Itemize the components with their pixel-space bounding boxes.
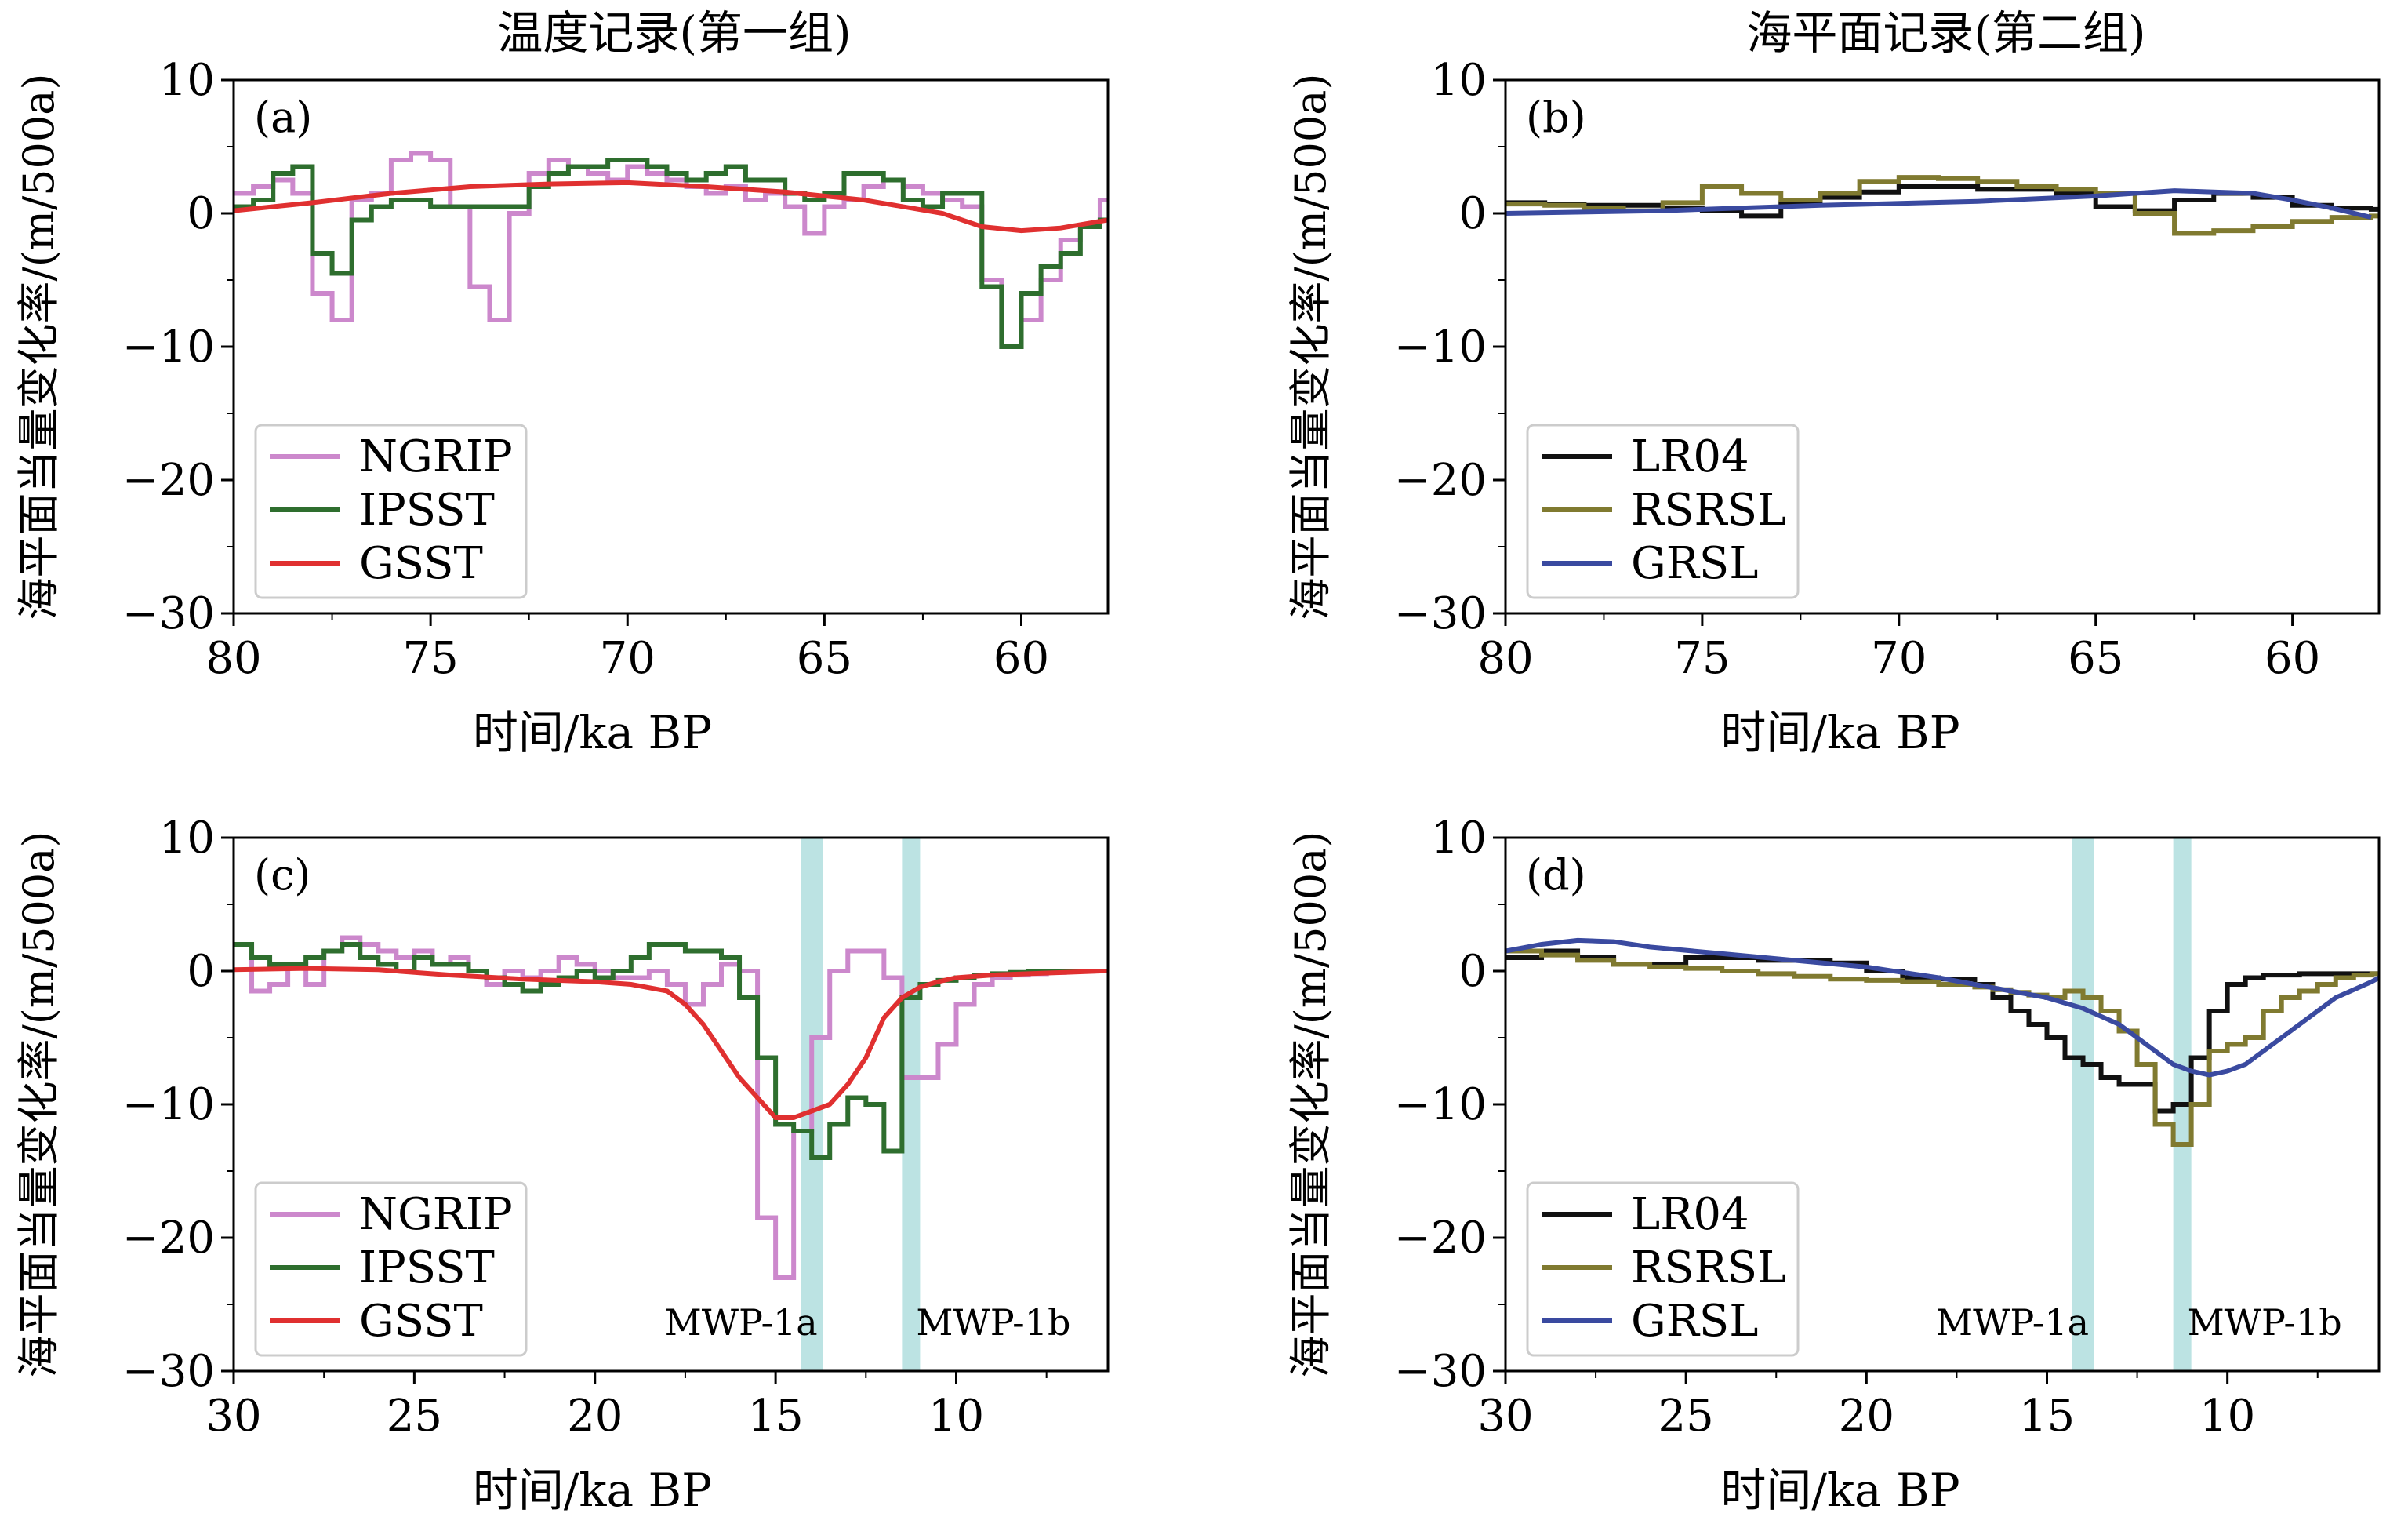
legend-label-gsst: GSST <box>359 538 483 589</box>
x-axis-label: 时间/ka BP <box>1720 706 1959 759</box>
y-tick-label: 0 <box>1458 946 1487 997</box>
panel-label: (a) <box>254 93 312 142</box>
y-axis-label: 海平面当量变化率/(m/500a) <box>1286 831 1335 1378</box>
x-tick-label: 20 <box>1839 1391 1894 1442</box>
legend-label-grsl: GRSL <box>1631 1296 1758 1347</box>
x-tick-label: 65 <box>2068 633 2123 684</box>
legend-label-grsl: GRSL <box>1631 538 1758 589</box>
y-tick-label: 10 <box>1431 813 1487 864</box>
legend-label-rsrsl: RSRSL <box>1631 485 1786 536</box>
legend-box <box>1526 424 1800 599</box>
y-axis-label: 海平面当量变化率/(m/500a) <box>14 74 64 620</box>
x-axis-label: 时间/ka BP <box>473 1464 712 1517</box>
legend-box <box>254 424 528 599</box>
series-grsl-line <box>1505 937 2379 1078</box>
x-tick-label: 60 <box>993 633 1049 684</box>
legend-label-lr04: LR04 <box>1631 431 1749 482</box>
panel-label: (b) <box>1526 93 1586 142</box>
y-tick-label: −10 <box>1394 322 1487 373</box>
y-tick-label: −30 <box>122 588 215 639</box>
panel-d: 30 25 20 15 10 10 0 −10 −20 −30 (d) 时间/ka BP 海平面当量变化… <box>1286 813 2381 1517</box>
x-tick-label: 70 <box>600 633 656 684</box>
x-tick-label: 20 <box>567 1391 623 1442</box>
series-ngrip-line <box>234 151 1108 349</box>
panel-a: 80 75 70 65 60 10 0 −10 −20 −30 (a) 时间/ka BP 海平面当量变化… <box>14 55 1110 759</box>
y-tick-label: 10 <box>159 55 215 106</box>
panel-label: (c) <box>254 850 311 900</box>
band-mwp-1b <box>902 838 921 1371</box>
y-tick-label: −10 <box>1394 1079 1487 1130</box>
legend-label-ngrip: NGRIP <box>359 431 513 482</box>
x-tick-label: 10 <box>928 1391 984 1442</box>
band-mwp-1a <box>2072 838 2094 1371</box>
column-title-temperature: 温度记录(第一组) <box>497 6 851 60</box>
x-tick-label: 25 <box>1658 1391 1714 1442</box>
legend-label-lr04: LR04 <box>1631 1189 1749 1240</box>
series-lr04-line <box>1505 948 2379 1114</box>
legend-label-ipsst: IPSST <box>359 1242 495 1293</box>
panel-c: 30 25 20 15 10 10 0 −10 −20 −30 (c) 时间/ka BP 海平面当量变化… <box>14 813 1110 1517</box>
x-tick-label: 65 <box>797 633 852 684</box>
x-tick-label: 80 <box>1477 633 1533 684</box>
legend-label-ngrip: NGRIP <box>359 1189 513 1240</box>
annotation-mwp-1a: MWP-1a <box>1936 1301 2089 1344</box>
series-gsst-line <box>234 180 1108 234</box>
x-tick-label: 80 <box>205 633 261 684</box>
x-tick-label: 70 <box>1871 633 1927 684</box>
y-tick-label: −10 <box>122 1079 215 1130</box>
y-tick-label: −20 <box>1394 455 1487 506</box>
series-rsrsl-line <box>1505 948 2379 1147</box>
panel-label: (d) <box>1526 850 1586 900</box>
y-tick-label: −20 <box>122 1213 215 1264</box>
legend-label-rsrsl: RSRSL <box>1631 1242 1786 1293</box>
legend-box <box>254 1181 528 1357</box>
series-gsst-line <box>234 966 1108 1120</box>
series-grsl-line <box>1505 188 2372 220</box>
annotation-mwp-1b: MWP-1b <box>916 1301 1070 1344</box>
x-tick-label: 10 <box>2199 1391 2255 1442</box>
y-tick-label: 0 <box>1458 188 1487 239</box>
legend-label-ipsst: IPSST <box>359 485 495 536</box>
y-tick-label: −30 <box>1394 588 1487 639</box>
series-ngrip-line <box>234 935 1108 1280</box>
y-tick-label: −20 <box>1394 1213 1487 1264</box>
y-tick-label: −30 <box>1394 1346 1487 1397</box>
y-axis-label: 海平面当量变化率/(m/500a) <box>1286 74 1335 620</box>
y-tick-label: 10 <box>159 813 215 864</box>
x-tick-label: 75 <box>402 633 458 684</box>
x-tick-label: 75 <box>1674 633 1730 684</box>
column-title-sea-level: 海平面记录(第二组) <box>1746 6 2145 60</box>
y-tick-label: 10 <box>1431 55 1487 106</box>
y-tick-label: −20 <box>122 455 215 506</box>
x-axis-label: 时间/ka BP <box>473 706 712 759</box>
legend-box <box>1526 1181 1800 1357</box>
y-tick-label: 0 <box>187 188 215 239</box>
y-tick-label: −30 <box>122 1346 215 1397</box>
y-tick-label: −10 <box>122 322 215 373</box>
x-axis-label: 时间/ka BP <box>1720 1464 1959 1517</box>
x-tick-label: 15 <box>747 1391 803 1442</box>
y-axis-label: 海平面当量变化率/(m/500a) <box>14 831 64 1378</box>
annotation-mwp-1a: MWP-1a <box>665 1301 818 1344</box>
x-tick-label: 30 <box>1477 1391 1533 1442</box>
x-tick-label: 30 <box>205 1391 261 1442</box>
x-tick-label: 60 <box>2265 633 2320 684</box>
legend-label-gsst: GSST <box>359 1296 483 1347</box>
series-rsrsl-line <box>1505 175 2379 236</box>
x-tick-label: 15 <box>2019 1391 2075 1442</box>
panel-b: 80 75 70 65 60 10 0 −10 −20 −30 (b) 时间/ka BP 海平面当量变化… <box>1286 55 2381 759</box>
x-tick-label: 25 <box>387 1391 442 1442</box>
annotation-mwp-1b: MWP-1b <box>2188 1301 2342 1344</box>
series-ipsst-line <box>234 158 1108 349</box>
y-tick-label: 0 <box>187 946 215 997</box>
